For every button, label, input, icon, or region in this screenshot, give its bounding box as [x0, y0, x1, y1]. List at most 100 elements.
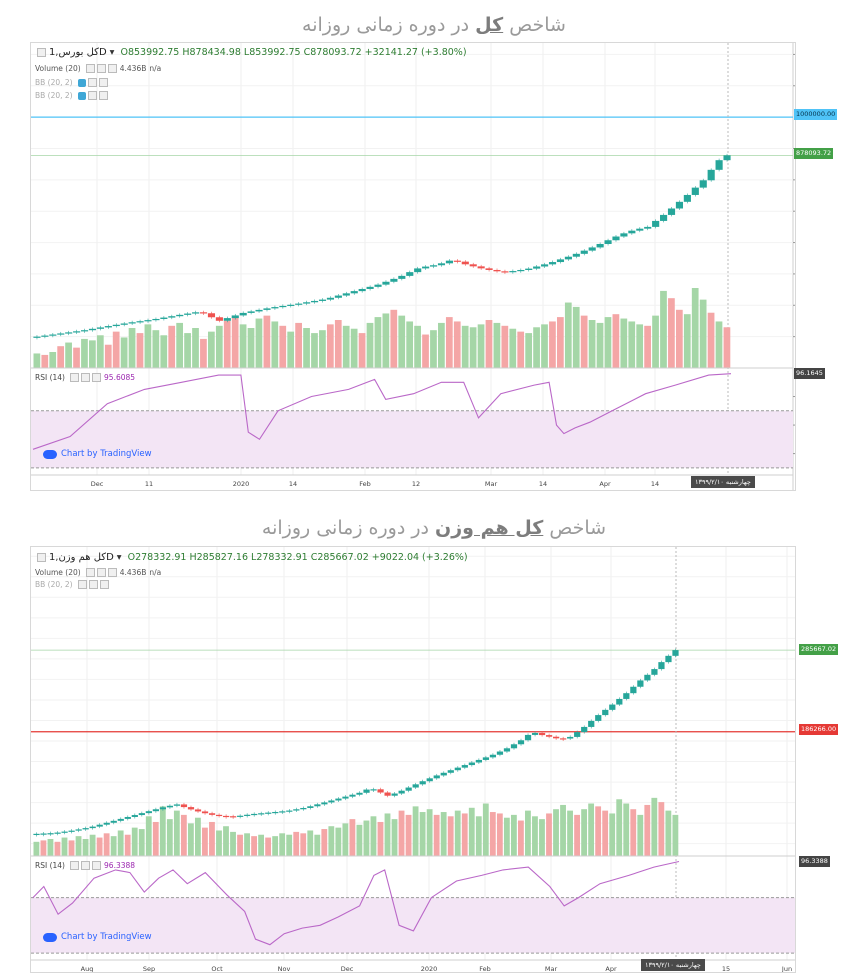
chart-1-volume-close-icon[interactable] — [107, 64, 117, 73]
chart-1-svg[interactable]: 1200000.001100000.00900000.00800000.0070… — [31, 43, 795, 490]
chart-2-panel[interactable]: 400000.00375000.00350000.00325000.003000… — [30, 546, 839, 973]
chart-1-bb1-close-icon[interactable] — [98, 78, 108, 87]
candle — [271, 307, 279, 309]
chart-2-last-price-tag: 285667.02 — [799, 644, 839, 655]
candle — [120, 323, 128, 325]
volume-bar — [103, 833, 110, 856]
chart-1-brand[interactable]: Chart by TradingView — [43, 449, 152, 459]
chart-1-collapse-icon[interactable] — [37, 48, 46, 57]
candle — [485, 268, 493, 270]
candle — [461, 261, 469, 265]
chart-1-rsi-hide-icon[interactable] — [81, 373, 90, 382]
chart-2-date-box: چهارشنبه ۱۳۹۹/۲/۱۰ — [641, 959, 705, 971]
volume-bar — [82, 838, 89, 856]
time-tick-label: 2020 — [421, 965, 438, 972]
chart-1-close: C878093.72 — [303, 47, 362, 58]
candle — [652, 220, 660, 227]
volume-bar — [489, 812, 496, 856]
candle — [454, 767, 461, 771]
volume-bar — [509, 328, 517, 368]
chart-2-rsi-close-icon[interactable] — [92, 861, 101, 870]
time-tick-label: Mar — [485, 480, 498, 488]
volume-bar — [485, 320, 493, 368]
candle — [675, 201, 684, 209]
chart-1-bb2-close-icon[interactable] — [98, 91, 108, 100]
chart-1-bb2-settings-icon[interactable] — [87, 91, 97, 100]
candle — [160, 317, 168, 319]
chart-2-collapse-icon[interactable] — [37, 553, 46, 562]
candle — [628, 230, 636, 234]
candle — [667, 208, 676, 215]
rsi-band — [31, 410, 793, 468]
chart-2-bb1-hide-icon[interactable] — [88, 580, 98, 589]
volume-bar — [303, 328, 310, 368]
volume-bar — [433, 814, 440, 856]
chart-1-high: H878434.98 — [182, 47, 241, 58]
volume-bar — [715, 321, 723, 368]
chart-1-rsi-close-icon[interactable] — [92, 373, 101, 382]
eye-icon[interactable] — [77, 91, 86, 100]
volume-bar — [567, 810, 573, 856]
chart-2-rsi-settings-icon[interactable] — [70, 861, 79, 870]
candle — [96, 824, 103, 827]
candle — [265, 812, 272, 814]
chart-2-rsi-hide-icon[interactable] — [81, 861, 90, 870]
candle — [128, 322, 136, 324]
volume-bar — [377, 821, 384, 856]
chart-1-rsi-value: 95.6085 — [104, 373, 136, 382]
volume-bar — [120, 337, 128, 368]
volume-bar — [426, 809, 433, 856]
chart-1-panel[interactable]: 1200000.001100000.00900000.00800000.0070… — [30, 42, 838, 491]
chart-2-volume-close-icon[interactable] — [107, 568, 117, 577]
chart-2-bb1-close-icon[interactable] — [99, 580, 109, 589]
volume-bar — [447, 816, 454, 856]
candle — [328, 800, 335, 803]
volume-bar — [493, 322, 501, 368]
volume-bar — [616, 799, 623, 856]
volume-bar — [469, 327, 477, 368]
candle — [612, 236, 620, 241]
chart-2-brand[interactable]: Chart by TradingView — [43, 932, 152, 942]
chart-1-bb1-legend: BB (20, 2) — [35, 77, 108, 88]
candle — [691, 187, 699, 195]
volume-bar — [180, 814, 187, 856]
candle — [88, 328, 97, 331]
chart-1-volume-hide-icon[interactable] — [96, 64, 106, 73]
volume-bar — [468, 807, 475, 856]
volume-bar — [461, 813, 468, 856]
chart-1-rsi-settings-icon[interactable] — [70, 373, 79, 382]
volume-bar — [496, 813, 503, 856]
volume-bar — [110, 836, 117, 856]
chart-1-bb1-settings-icon[interactable] — [87, 78, 97, 87]
volume-bar — [200, 338, 207, 368]
time-tick-label: Nov — [278, 965, 291, 972]
candle — [68, 830, 75, 832]
volume-bar — [251, 836, 257, 856]
volume-bar — [620, 318, 628, 368]
volume-bar — [144, 324, 152, 368]
chart-1-volume-settings-icon[interactable] — [85, 64, 95, 73]
volume-bar — [588, 803, 595, 856]
candle — [207, 313, 216, 318]
chart-2-svg[interactable]: 400000.00375000.00350000.00325000.003000… — [31, 547, 795, 972]
candle — [445, 260, 453, 264]
volume-bar — [152, 821, 159, 856]
chart-2-volume-settings-icon[interactable] — [85, 568, 95, 577]
volume-bar — [503, 817, 510, 856]
eye-icon[interactable] — [77, 78, 86, 87]
candle — [47, 833, 54, 835]
volume-bar — [533, 327, 540, 368]
chart-2-bb1-settings-icon[interactable] — [77, 580, 87, 589]
chart-2-volume-hide-icon[interactable] — [96, 568, 106, 577]
candle — [660, 214, 668, 221]
volume-bar — [96, 335, 104, 368]
chart-1-interval: 1D — [49, 47, 107, 58]
tradingview-cloud-icon — [43, 449, 57, 459]
volume-bar — [405, 814, 412, 856]
candle — [124, 816, 131, 819]
volume-bar — [525, 333, 533, 368]
chart-2-volume-label: Volume (20) — [35, 568, 81, 577]
candle — [73, 331, 81, 333]
volume-bar — [49, 352, 57, 368]
volume-bar — [363, 820, 370, 856]
